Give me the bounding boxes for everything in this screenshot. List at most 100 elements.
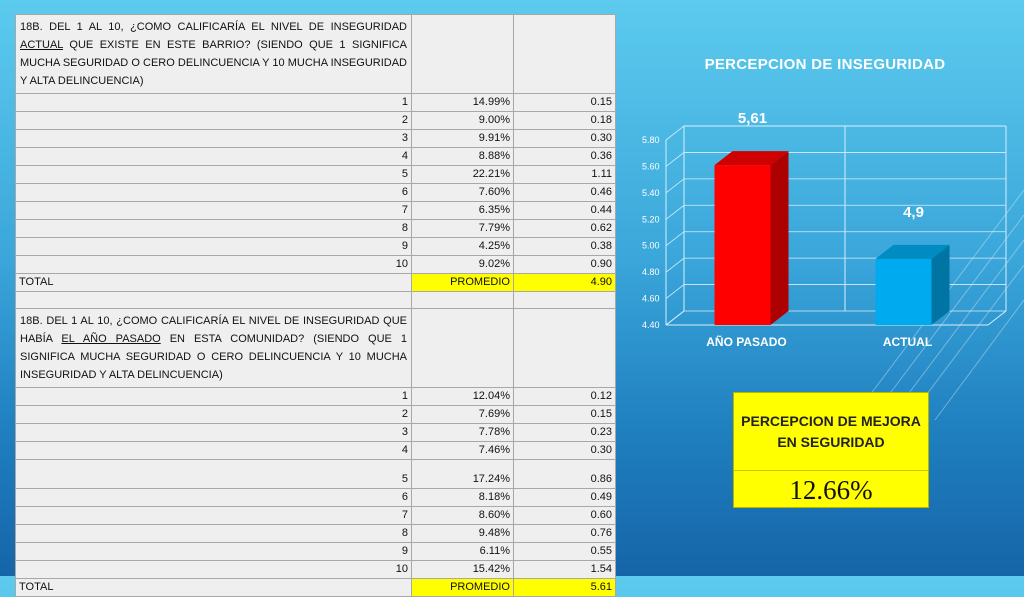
score-cell: 7 (15, 201, 412, 220)
y-tick-label: 5.00 (642, 241, 660, 251)
percent-cell: 6.35% (411, 201, 514, 220)
promedio-value: 4.90 (513, 273, 616, 292)
score-cell: 3 (15, 129, 412, 148)
gridline (665, 204, 1006, 220)
table-row: 8 9.48% 0.76 (15, 524, 616, 543)
bar-side (931, 244, 950, 325)
data-label: 4,9 (903, 204, 924, 221)
table-current-section: 18B. DEL 1 AL 10, ¿COMO CALIFICARÍA EL N… (15, 14, 616, 292)
weighted-cell: 0.46 (513, 183, 616, 202)
table-row: 7 8.60% 0.60 (15, 506, 616, 525)
table-row: 4 8.88% 0.36 (15, 147, 616, 166)
percent-cell: 22.21% (411, 165, 514, 184)
score-cell: 5 (15, 459, 412, 489)
total-row: TOTAL PROMEDIO 4.90 (15, 273, 616, 292)
y-tick-label: 4.80 (642, 267, 660, 277)
weighted-cell: 0.30 (513, 441, 616, 460)
weighted-cell: 0.49 (513, 488, 616, 507)
score-cell: 7 (15, 506, 412, 525)
weighted-cell: 0.90 (513, 255, 616, 274)
score-cell: 10 (15, 255, 412, 274)
table-row: 4 7.46% 0.30 (15, 441, 616, 460)
table-row: 6 7.60% 0.46 (15, 183, 616, 202)
promedio-label: PROMEDIO (411, 273, 514, 292)
weighted-cell: 0.12 (513, 387, 616, 406)
table-row: 2 7.69% 0.15 (15, 405, 616, 424)
weighted-cell: 0.86 (513, 459, 616, 489)
table-row: 10 15.42% 1.54 (15, 560, 616, 579)
bar-top (714, 151, 789, 166)
category-label: AÑO PASADO (706, 334, 786, 349)
percent-cell: 9.00% (411, 111, 514, 130)
percent-cell: 8.60% (411, 506, 514, 525)
table-spacer (15, 291, 616, 309)
percent-cell: 9.91% (411, 129, 514, 148)
question-current: 18B. DEL 1 AL 10, ¿COMO CALIFICARÍA EL N… (15, 14, 412, 94)
percent-cell: 15.42% (411, 560, 514, 579)
percent-cell: 14.99% (411, 93, 514, 112)
promedio-value: 5.61 (513, 578, 616, 597)
percent-cell: 7.46% (411, 441, 514, 460)
percent-cell: 8.18% (411, 488, 514, 507)
bar-side (770, 151, 789, 325)
weighted-cell: 0.18 (513, 111, 616, 130)
promedio-label: PROMEDIO (411, 578, 514, 597)
question-last-year: 18B. DEL 1 AL 10, ¿COMO CALIFICARÍA EL N… (15, 308, 412, 388)
table-header-row: 18B. DEL 1 AL 10, ¿COMO CALIFICARÍA EL N… (15, 308, 616, 388)
score-cell: 3 (15, 423, 412, 442)
table-row: 9 6.11% 0.55 (15, 542, 616, 561)
score-cell: 6 (15, 183, 412, 202)
improvement-value: 12.66% (789, 474, 873, 505)
total-label: TOTAL (15, 578, 412, 597)
y-tick-label: 5.20 (642, 214, 660, 224)
weighted-cell: 0.36 (513, 147, 616, 166)
score-cell: 1 (15, 387, 412, 406)
data-table: 18B. DEL 1 AL 10, ¿COMO CALIFICARÍA EL N… (15, 14, 616, 597)
weighted-cell: 0.15 (513, 405, 616, 424)
question-current-emphasis: ACTUAL (20, 39, 63, 51)
table-row: 7 6.35% 0.44 (15, 201, 616, 220)
total-row: TOTAL PROMEDIO 5.61 (15, 578, 616, 597)
score-cell: 4 (15, 441, 412, 460)
score-cell: 1 (15, 93, 412, 112)
score-cell: 4 (15, 147, 412, 166)
weighted-cell: 0.76 (513, 524, 616, 543)
weighted-cell: 0.15 (513, 93, 616, 112)
percent-cell: 7.69% (411, 405, 514, 424)
score-cell: 9 (15, 237, 412, 256)
score-cell: 8 (15, 524, 412, 543)
y-tick-label: 4.40 (642, 320, 660, 330)
bar-top (875, 244, 950, 259)
percent-cell: 9.02% (411, 255, 514, 274)
wall-edge (987, 310, 1007, 326)
gridline (665, 231, 1006, 247)
improvement-label: PERCEPCION DE MEJORA EN SEGURIDAD (734, 393, 928, 471)
weighted-cell: 0.23 (513, 423, 616, 442)
score-cell: 6 (15, 488, 412, 507)
percent-cell: 4.25% (411, 237, 514, 256)
gridline (665, 178, 1006, 194)
weighted-cell: 0.30 (513, 129, 616, 148)
total-label: TOTAL (15, 273, 412, 292)
weighted-cell: 0.55 (513, 542, 616, 561)
y-tick-label: 5.60 (642, 161, 660, 171)
table-row: 10 9.02% 0.90 (15, 255, 616, 274)
percent-cell: 6.11% (411, 542, 514, 561)
weighted-cell: 0.38 (513, 237, 616, 256)
y-tick-label: 5.40 (642, 188, 660, 198)
percent-cell: 17.24% (411, 459, 514, 489)
table-row: 3 7.78% 0.23 (15, 423, 616, 442)
score-cell: 2 (15, 111, 412, 130)
table-row: 5 22.21% 1.11 (15, 165, 616, 184)
chart-title: PERCEPCION DE INSEGURIDAD (704, 56, 946, 73)
table-row: 2 9.00% 0.18 (15, 111, 616, 130)
gridline (665, 125, 1006, 141)
question-last-year-emphasis: EL AÑO PASADO (61, 333, 161, 345)
table-row: 5 17.24% 0.86 (15, 459, 616, 489)
bar-chart: 4.40 4.60 4.80 5.00 5.20 5.40 5.60 5.80 5,61 AÑO … (642, 110, 1007, 349)
table-row: 8 7.79% 0.62 (15, 219, 616, 238)
category-label: ACTUAL (883, 335, 932, 349)
table-row: 6 8.18% 0.49 (15, 488, 616, 507)
weighted-cell: 0.60 (513, 506, 616, 525)
table-last-year-section: 18B. DEL 1 AL 10, ¿COMO CALIFICARÍA EL N… (15, 308, 616, 597)
